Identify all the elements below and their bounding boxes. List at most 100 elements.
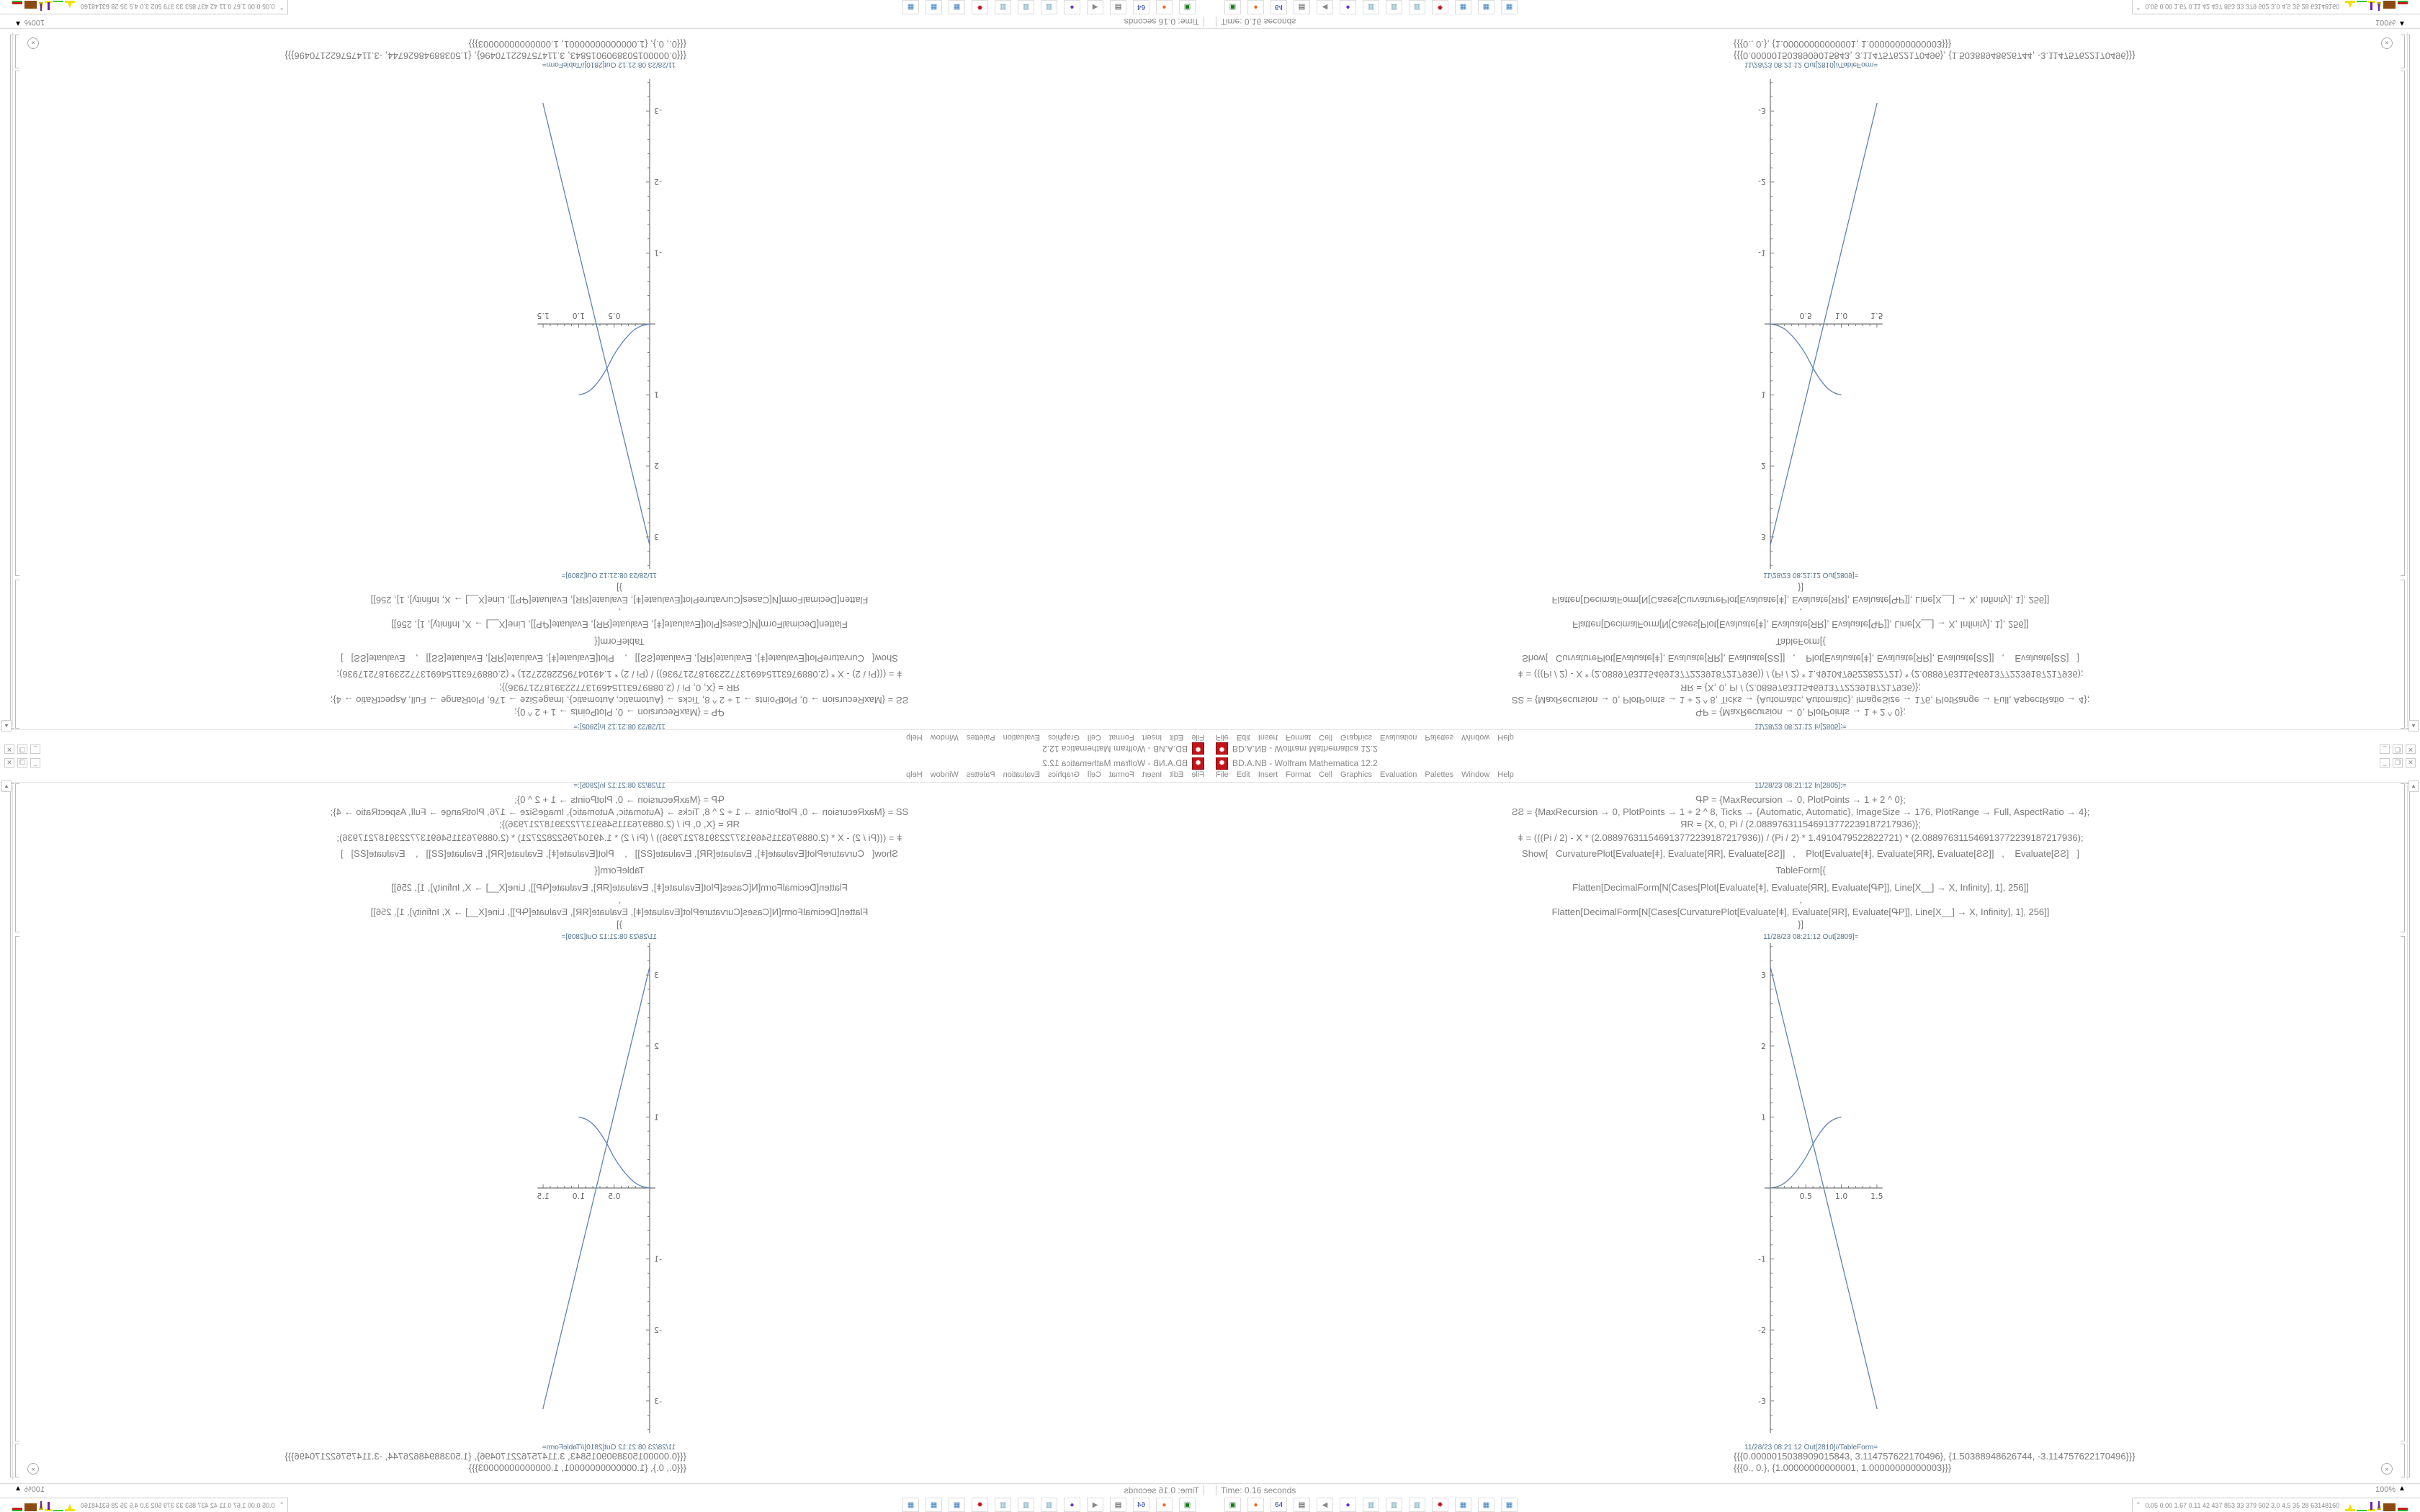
menu-format[interactable]: Format [1286,770,1312,779]
minimize-button[interactable]: _ [2380,758,2390,768]
menu-cell[interactable]: Cell [1319,770,1333,779]
terminal-icon[interactable]: ▣ [1179,1498,1196,1512]
taskbar: ▣ ● 64 ▤ ◀ ● ▥ ▥ ▥ ✹ ▦ ▦ ▦ ⌃ 0.05 0.00 1.67 0.11 42 … [0,1497,1210,1512]
notepad-icon[interactable]: ▥ [1386,1498,1402,1512]
tray-expand-icon[interactable]: ⌃ [279,1501,284,1508]
calculator-icon[interactable]: ▦ [1455,0,1471,14]
scroll-to-bottom-icon[interactable]: » [27,1463,39,1475]
menu-evaluation[interactable]: Evaluation [1380,770,1417,779]
vertical-scrollbar[interactable] [2,785,13,1480]
y-tick-label: -1 [654,248,662,257]
zoom-up-icon[interactable]: ▲ [14,1485,22,1493]
zoom-level[interactable]: 100% [2375,18,2396,27]
mastodon-icon[interactable]: ● [1064,1498,1080,1512]
mastodon-icon[interactable]: ● [1064,0,1080,14]
vertical-scrollbar[interactable] [2,32,13,727]
table-output-row: {{{0.0000015038909015843, 3.114757622170… [284,1451,686,1462]
tray-expand-icon[interactable]: ⌃ [2136,4,2141,11]
mathematica-icon[interactable]: ✹ [972,0,988,14]
system-monitor-icon[interactable]: ▤ [1294,0,1310,14]
zoom-up-icon[interactable]: ▲ [2398,19,2406,27]
cell-bracket[interactable] [2401,1444,2405,1477]
notepad-icon[interactable]: ▥ [1018,0,1034,14]
calculator-icon[interactable]: ▦ [902,0,919,14]
zoom-level[interactable]: 100% [24,18,45,27]
cell-bracket[interactable] [2401,936,2405,1441]
speaker-icon[interactable]: ◀ [1087,1498,1103,1512]
scroll-up-button[interactable]: ▲ [2408,780,2419,792]
notepad-icon[interactable]: ▥ [1041,0,1057,14]
notepad-icon[interactable]: ▥ [1363,0,1379,14]
floppy-64-icon[interactable]: 64 [1270,0,1287,14]
notepad-icon[interactable]: ▥ [1386,0,1402,14]
floppy-64-icon[interactable]: 64 [1133,1498,1150,1512]
cell-bracket[interactable] [2401,783,2405,932]
mathematica-icon[interactable]: ✹ [1432,1498,1448,1512]
restore-button[interactable]: ❐ [2393,758,2403,768]
speaker-icon[interactable]: ◀ [1317,0,1333,14]
calculator-icon[interactable]: ▦ [1501,1498,1518,1512]
resource-graphs [2345,1499,2408,1511]
notepad-icon[interactable]: ▥ [1363,1498,1379,1512]
scroll-to-bottom-icon[interactable]: » [2381,1463,2393,1475]
notepad-icon[interactable]: ▥ [1018,1498,1034,1512]
calculator-icon[interactable]: ▦ [1501,0,1518,14]
menu-edit[interactable]: Edit [1236,770,1250,779]
calculator-icon[interactable]: ▦ [926,1498,942,1512]
mathematica-icon[interactable]: ✹ [972,1498,988,1512]
zoom-up-icon[interactable]: ▲ [2398,1485,2406,1493]
notepad-icon[interactable]: ▥ [1409,0,1425,14]
menu-file[interactable]: File [1216,770,1229,779]
firefox-icon[interactable]: ● [1247,1498,1264,1512]
firefox-icon[interactable]: ● [1247,0,1264,14]
firefox-icon[interactable]: ● [1156,1498,1173,1512]
vertical-scrollbar[interactable] [2407,785,2418,1480]
scroll-to-bottom-icon[interactable]: » [2381,37,2393,49]
terminal-icon[interactable]: ▣ [1179,0,1196,14]
notepad-icon[interactable]: ▥ [995,0,1011,14]
calculator-icon[interactable]: ▦ [949,0,965,14]
zoom-level[interactable]: 100% [24,1485,45,1494]
menu-help[interactable]: Help [1497,770,1514,779]
tray-expand-icon[interactable]: ⌃ [279,4,284,11]
calculator-icon[interactable]: ▦ [1478,0,1494,14]
calculator-icon[interactable]: ▦ [926,0,942,14]
zoom-level[interactable]: 100% [2375,1485,2396,1494]
notepad-icon[interactable]: ▥ [1041,1498,1057,1512]
scroll-up-button[interactable]: ▲ [2408,720,2419,732]
firefox-icon[interactable]: ● [1156,0,1173,14]
floppy-64-icon[interactable]: 64 [1270,1498,1287,1512]
scroll-up-button[interactable]: ▲ [1,720,12,732]
mathematica-icon[interactable]: ✹ [1432,0,1448,14]
zoom-up-icon[interactable]: ▲ [14,19,22,27]
speaker-icon[interactable]: ◀ [1317,1498,1333,1512]
close-button[interactable]: ✕ [2406,758,2416,768]
calculator-icon[interactable]: ▦ [1478,1498,1494,1512]
input-cell[interactable]: 11/28/23 08:21:12 In[2805]:= ԳP = {MaxRe… [1210,756,2391,936]
terminal-icon[interactable]: ▣ [1224,1498,1241,1512]
menu-graphics[interactable]: Graphics [1340,770,1373,779]
scroll-to-bottom-icon[interactable]: » [27,37,39,49]
system-monitor-icon[interactable]: ▤ [1110,1498,1126,1512]
terminal-icon[interactable]: ▣ [1224,0,1241,14]
mastodon-icon[interactable]: ● [1340,0,1356,14]
mastodon-icon[interactable]: ● [1340,1498,1356,1512]
resource-graphs [12,1499,75,1511]
system-monitor-icon[interactable]: ▤ [1110,0,1126,14]
menu-insert[interactable]: Insert [1258,770,1278,779]
calculator-icon[interactable]: ▦ [949,1498,965,1512]
tray-expand-icon[interactable]: ⌃ [2136,1501,2141,1508]
notepad-icon[interactable]: ▥ [1409,1498,1425,1512]
notepad-icon[interactable]: ▥ [995,1498,1011,1512]
floppy-64-icon[interactable]: 64 [1133,0,1150,14]
system-monitor-icon[interactable]: ▤ [1294,1498,1310,1512]
group-bracket[interactable] [2406,783,2410,1477]
vertical-scrollbar[interactable] [2407,32,2418,727]
table-output-label: 11/28/23 08:21:12 Out[2810]//TableForm= [1744,1444,1878,1452]
scroll-up-button[interactable]: ▲ [1,780,12,792]
calculator-icon[interactable]: ▦ [902,1498,919,1512]
menu-palettes[interactable]: Palettes [1425,770,1454,779]
calculator-icon[interactable]: ▦ [1455,1498,1471,1512]
menu-window[interactable]: Window [1461,770,1490,779]
speaker-icon[interactable]: ◀ [1087,0,1103,14]
